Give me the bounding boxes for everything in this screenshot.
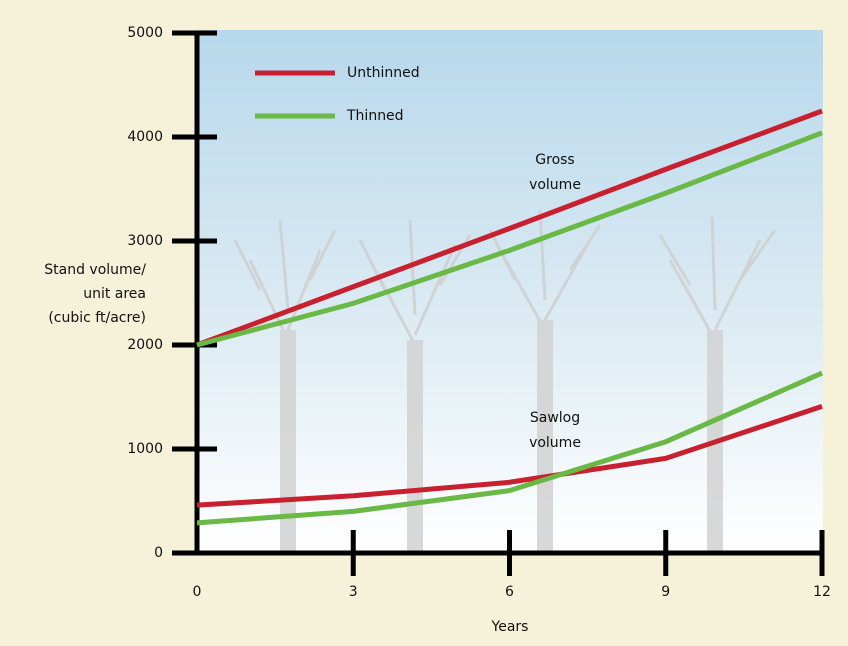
y-tick-label: 0 <box>154 545 163 561</box>
y-tick-label: 3000 <box>127 233 163 249</box>
y-tick-label: 5000 <box>127 25 163 41</box>
x-tick-label: 6 <box>505 584 514 600</box>
annotation: Gross <box>535 152 574 168</box>
x-tick-label: 9 <box>661 584 670 600</box>
annotation: volume <box>529 435 581 451</box>
y-tick-label: 2000 <box>127 337 163 353</box>
chart: Years 0 1000 2000 3000 4000 5000 0 3 6 9 12 Stand v… <box>0 0 848 642</box>
annotation: volume <box>529 177 581 193</box>
legend-label: Unthinned <box>347 65 420 81</box>
y-axis-title: (cubic ft/acre) <box>48 310 146 326</box>
x-tick-label: 3 <box>349 584 358 600</box>
x-tick-label: 12 <box>813 584 831 600</box>
x-axis-title: Years <box>491 619 529 635</box>
annotation: Sawlog <box>530 410 580 426</box>
legend-label: Thinned <box>346 108 404 124</box>
x-tick-label: 0 <box>193 584 202 600</box>
y-tick-label: 4000 <box>127 129 163 145</box>
y-tick-label: 1000 <box>127 441 163 457</box>
y-axis-title: Stand volume/ <box>44 262 146 278</box>
y-axis-title: unit area <box>83 286 146 302</box>
